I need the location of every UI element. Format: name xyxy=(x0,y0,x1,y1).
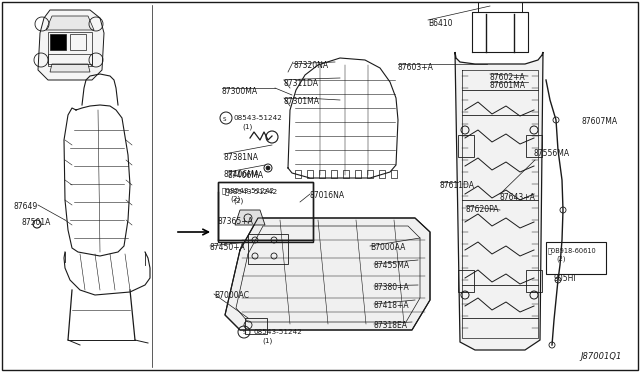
Text: J87001Q1: J87001Q1 xyxy=(580,352,621,361)
Text: 87418+A: 87418+A xyxy=(374,301,410,310)
Text: Ⓢ0B918-60610: Ⓢ0B918-60610 xyxy=(548,247,596,254)
Bar xyxy=(218,182,313,240)
Text: 08543-51242: 08543-51242 xyxy=(234,115,283,121)
Text: B7000AA: B7000AA xyxy=(370,243,405,252)
Text: 87643+A: 87643+A xyxy=(500,193,536,202)
Bar xyxy=(343,170,349,178)
Text: 87318EA: 87318EA xyxy=(374,321,408,330)
Bar xyxy=(245,318,267,334)
Text: 87365+A: 87365+A xyxy=(218,217,254,226)
Text: 87611DA: 87611DA xyxy=(440,181,475,190)
Polygon shape xyxy=(38,10,104,80)
Bar xyxy=(367,170,373,178)
Text: 87406MA: 87406MA xyxy=(228,171,264,180)
Bar xyxy=(391,170,397,178)
Bar xyxy=(379,170,385,178)
Text: 87620PA: 87620PA xyxy=(466,205,499,214)
Bar xyxy=(458,270,474,292)
Bar xyxy=(295,170,301,178)
Bar xyxy=(331,170,337,178)
Text: 905HI: 905HI xyxy=(554,274,577,283)
Polygon shape xyxy=(235,210,265,225)
Bar xyxy=(355,170,361,178)
Text: (1): (1) xyxy=(262,337,272,343)
Text: 87450+A: 87450+A xyxy=(210,243,246,252)
Text: 87320NA: 87320NA xyxy=(293,61,328,70)
Bar xyxy=(546,242,606,274)
Text: 87649: 87649 xyxy=(14,202,38,211)
Text: 87311DA: 87311DA xyxy=(284,79,319,88)
Text: 87381NA: 87381NA xyxy=(224,153,259,162)
Circle shape xyxy=(266,166,270,170)
Text: (2): (2) xyxy=(556,255,566,262)
Polygon shape xyxy=(50,34,66,50)
Polygon shape xyxy=(46,16,94,30)
Text: 87603+A: 87603+A xyxy=(398,63,434,72)
Text: 87406MA: 87406MA xyxy=(224,170,260,179)
Text: 87602+A: 87602+A xyxy=(490,73,525,82)
Polygon shape xyxy=(225,218,430,330)
Text: B6410: B6410 xyxy=(428,19,452,28)
Bar xyxy=(248,234,288,264)
Text: 87300MA: 87300MA xyxy=(222,87,258,96)
Text: 87016NA: 87016NA xyxy=(310,191,345,200)
Text: Ⓢ08543-51242: Ⓢ08543-51242 xyxy=(222,187,275,193)
Text: 87556MA: 87556MA xyxy=(534,149,570,158)
Bar xyxy=(526,135,542,157)
Bar xyxy=(307,170,313,178)
Bar xyxy=(218,182,313,242)
Text: S: S xyxy=(243,330,246,336)
Text: Ⓢ08543-51242: Ⓢ08543-51242 xyxy=(225,188,278,195)
Polygon shape xyxy=(455,52,543,350)
Bar xyxy=(526,270,542,292)
Text: 87501A: 87501A xyxy=(22,218,51,227)
Polygon shape xyxy=(50,64,90,72)
Bar xyxy=(458,135,474,157)
Text: 87380+A: 87380+A xyxy=(374,283,410,292)
Text: 87601MA: 87601MA xyxy=(490,81,526,90)
Text: (2): (2) xyxy=(233,197,243,203)
Text: 87301MA: 87301MA xyxy=(284,97,320,106)
Text: 87455MA: 87455MA xyxy=(374,261,410,270)
Text: 87607MA: 87607MA xyxy=(582,117,618,126)
Text: B7000AC: B7000AC xyxy=(214,291,249,300)
Text: S: S xyxy=(222,116,226,122)
Bar xyxy=(319,170,325,178)
Text: (2): (2) xyxy=(230,195,240,202)
Text: (1): (1) xyxy=(242,123,252,129)
Text: 08543-51242: 08543-51242 xyxy=(254,329,303,335)
